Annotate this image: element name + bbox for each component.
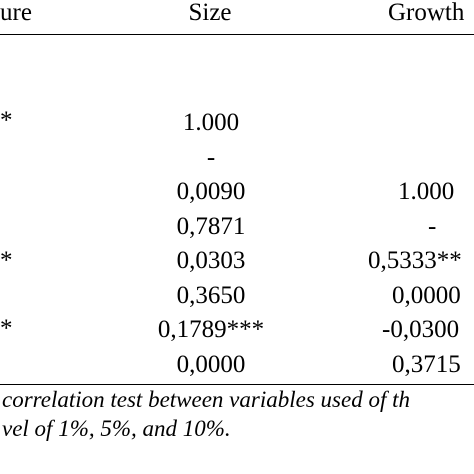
caption-line-2: vel of 1%, 5%, and 10%. xyxy=(2,416,231,441)
size-cell-3: 0,0090 xyxy=(176,178,246,205)
growth-cell-6: 0,3715 xyxy=(392,351,461,378)
header-rule xyxy=(0,34,474,35)
growth-cell-4: 0,0000 xyxy=(392,282,461,309)
left-fragment-3: * xyxy=(0,315,13,342)
size-cell-6: 0,3650 xyxy=(176,282,246,309)
size-cell-4: 0,7871 xyxy=(176,213,246,240)
header-growth-partial: Growth xyxy=(388,0,465,26)
size-cell-5: 0,0303 xyxy=(176,247,246,274)
growth-cell-3: 0,5333** xyxy=(368,247,462,274)
size-cell-7: 0,1789*** xyxy=(157,316,265,343)
size-cell-2: - xyxy=(206,144,216,171)
growth-cell-2: - xyxy=(428,213,437,240)
header-left-column-partial: ure xyxy=(0,0,32,26)
growth-cell-1: 1.000 xyxy=(398,178,455,205)
caption-line-1: correlation test between variables used … xyxy=(2,387,410,412)
header-size: Size xyxy=(188,0,232,26)
bottom-rule xyxy=(0,384,474,385)
size-cell-1: 1.000 xyxy=(182,109,240,136)
growth-cell-5: -0,0300 xyxy=(382,316,460,343)
left-fragment-1: * xyxy=(0,107,13,134)
left-fragment-2: * xyxy=(0,247,13,274)
size-cell-8: 0,0000 xyxy=(176,351,246,378)
